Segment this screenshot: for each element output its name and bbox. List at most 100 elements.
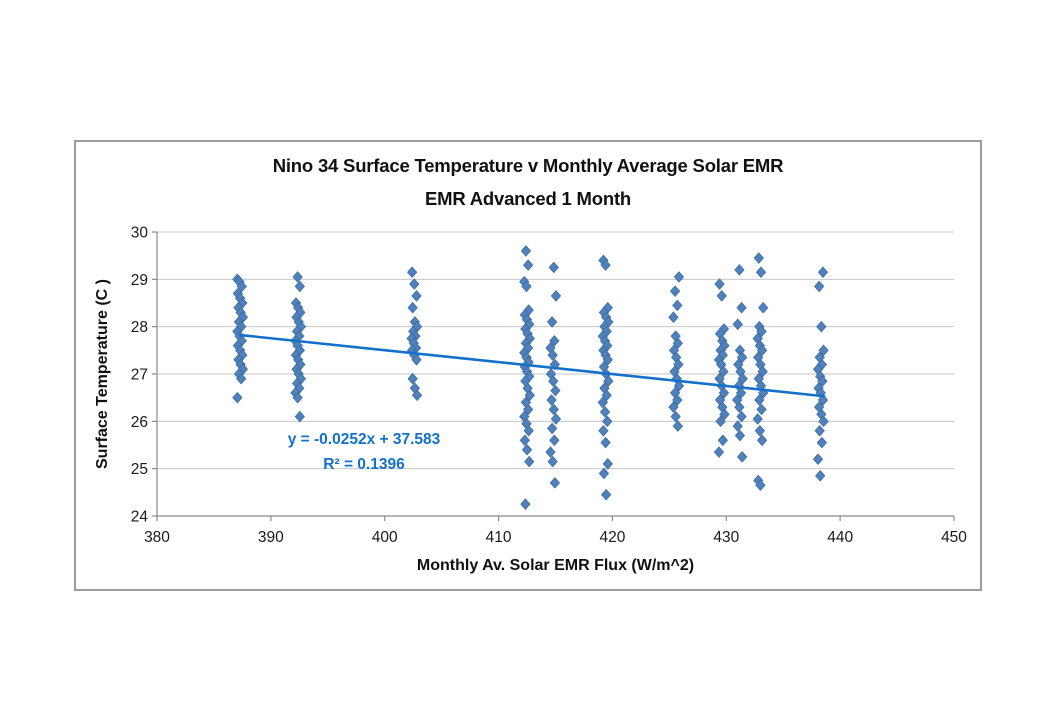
data-point — [549, 477, 561, 489]
data-point — [734, 264, 745, 276]
data-point — [548, 403, 559, 416]
data-point — [597, 396, 608, 409]
data-point — [524, 389, 535, 402]
data-point — [714, 278, 725, 290]
x-tick-label: 380 — [144, 529, 170, 546]
data-point — [520, 498, 531, 510]
data-point — [599, 406, 611, 418]
y-tick-label: 26 — [131, 414, 148, 431]
y-tick-label: 30 — [131, 225, 149, 242]
data-point — [673, 380, 685, 392]
data-point — [732, 420, 743, 432]
x-tick-label: 410 — [486, 529, 512, 546]
data-point — [232, 391, 243, 404]
x-tick-label: 450 — [941, 529, 967, 546]
data-point — [737, 351, 748, 364]
data-point — [668, 311, 679, 324]
data-point — [715, 415, 726, 428]
data-point — [718, 387, 730, 399]
data-point — [672, 394, 683, 406]
data-point — [814, 280, 825, 293]
data-point — [812, 453, 824, 466]
data-point — [411, 389, 423, 402]
data-point — [550, 290, 562, 302]
data-point — [815, 469, 826, 482]
data-point — [668, 401, 679, 413]
data-point — [737, 372, 748, 385]
data-point — [735, 387, 747, 399]
data-point — [546, 316, 558, 328]
data-point — [292, 391, 303, 404]
data-point — [411, 353, 422, 366]
data-point — [601, 389, 612, 402]
y-tick-label: 24 — [131, 509, 149, 526]
data-point — [758, 301, 769, 314]
data-point — [757, 365, 768, 378]
data-point — [736, 410, 747, 423]
data-point — [718, 365, 729, 378]
data-point — [523, 424, 534, 437]
data-point — [601, 488, 612, 501]
data-point — [713, 446, 725, 458]
data-point — [600, 259, 611, 271]
data-point — [672, 420, 683, 432]
data-point — [752, 413, 763, 425]
data-point — [294, 280, 305, 293]
data-point — [524, 455, 535, 468]
data-point — [598, 424, 609, 437]
data-point — [294, 410, 305, 423]
data-point — [672, 337, 683, 350]
y-axis-title: Surface Temperature (C ) — [94, 279, 111, 469]
data-point — [549, 335, 560, 347]
data-point — [521, 280, 532, 293]
data-point — [411, 290, 422, 302]
y-tick-label: 29 — [131, 272, 148, 289]
data-point — [717, 434, 728, 447]
x-tick-label: 420 — [599, 529, 625, 546]
data-point — [817, 394, 829, 406]
data-point — [602, 458, 613, 470]
data-point — [818, 415, 829, 428]
chart-title-line2: EMR Advanced 1 Month — [424, 188, 632, 209]
data-point — [672, 299, 683, 312]
chart-title: Nino 34 Surface Temperature v Monthly Av… — [76, 149, 980, 215]
data-point — [548, 261, 559, 274]
plot-area: 380 390 400 410 420 430 440 450 24 25 26 27 28 29 30 — [131, 225, 968, 547]
data-point — [602, 415, 613, 428]
trendline-label: y = -0.0252x + 37.583 R² = 0.1396 — [224, 427, 504, 477]
data-point — [755, 266, 767, 279]
data-point — [548, 375, 559, 387]
data-point — [816, 436, 828, 449]
data-point — [550, 413, 562, 425]
data-point — [736, 301, 747, 314]
data-point — [545, 446, 556, 458]
data-point — [734, 401, 745, 413]
data-point — [737, 451, 748, 463]
data-point — [521, 443, 533, 456]
chart-frame: Nino 34 Surface Temperature v Monthly Av… — [74, 140, 982, 591]
data-point — [669, 285, 681, 297]
y-tick-label: 28 — [131, 319, 148, 336]
data-point — [756, 403, 767, 416]
data-point — [816, 320, 827, 333]
data-point — [523, 403, 534, 416]
data-point — [673, 271, 685, 283]
data-point — [817, 266, 829, 279]
trendline-r-squared-text: R² = 0.1396 — [323, 456, 405, 473]
x-tick-label: 430 — [713, 529, 739, 546]
data-point — [547, 349, 558, 361]
data-point — [598, 467, 610, 480]
data-point — [732, 318, 743, 331]
data-point — [670, 410, 681, 423]
data-point — [409, 278, 420, 290]
chart-title-line1: Nino 34 Surface Temperature v Monthly Av… — [272, 155, 784, 176]
data-point — [520, 245, 532, 257]
data-point — [755, 479, 766, 492]
data-point — [756, 434, 768, 447]
data-point — [236, 280, 247, 293]
x-tick-label: 390 — [258, 529, 284, 546]
data-point — [818, 344, 829, 357]
data-point — [603, 375, 614, 387]
data-point — [754, 424, 766, 437]
